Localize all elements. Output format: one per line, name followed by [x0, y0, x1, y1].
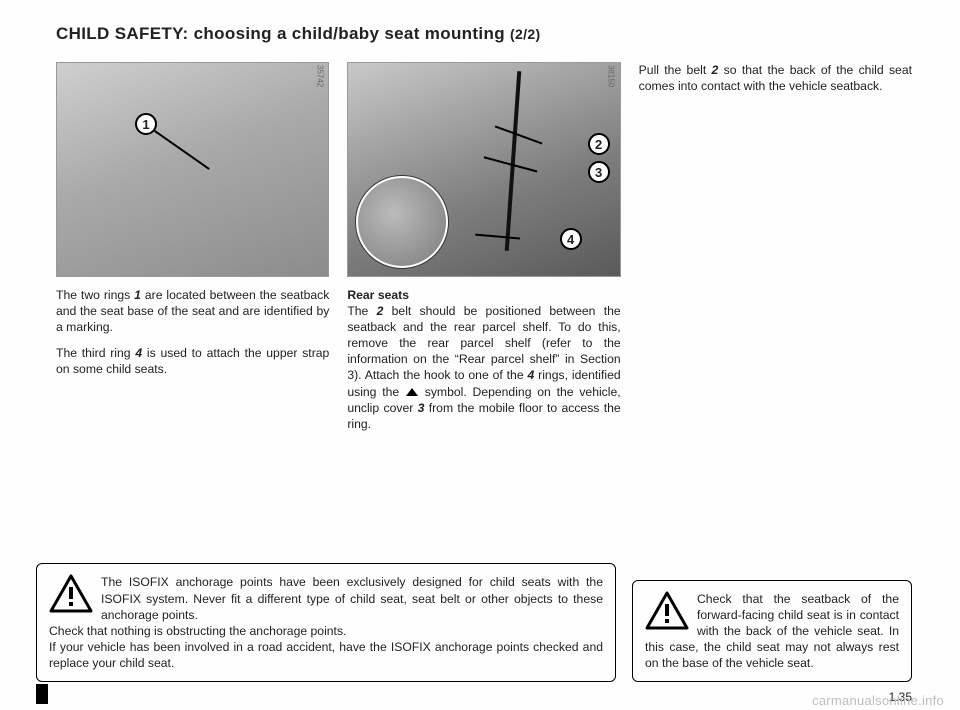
figure-1-code: 35742 — [315, 65, 324, 87]
col3-para: Pull the belt 2 so that the back of the … — [639, 62, 912, 94]
col1-para1: The two rings 1 are located between the … — [56, 287, 329, 335]
column-2: 38150 2 3 4 Rear seats The 2 belt should… — [347, 62, 620, 442]
warning-box-isofix: The ISOFIX anchorage points have been ex… — [36, 563, 616, 682]
figure-2-code: 38150 — [607, 65, 616, 87]
anchor-icon — [405, 387, 419, 397]
leader-line — [494, 126, 541, 145]
callout-3: 3 — [588, 161, 610, 183]
callout-2: 2 — [588, 133, 610, 155]
column-1: 35742 1 The two rings 1 are located betw… — [56, 62, 329, 442]
col2-para: Rear seats The 2 belt should be position… — [347, 287, 620, 432]
leader-line — [152, 128, 210, 169]
inset-detail — [356, 176, 448, 268]
figure-2: 38150 2 3 4 — [347, 62, 620, 277]
callout-1: 1 — [135, 113, 157, 135]
strap-graphic — [505, 71, 522, 251]
side-tab — [36, 684, 48, 704]
figure-1: 35742 1 — [56, 62, 329, 277]
watermark: carmanualsonline.info — [812, 693, 944, 708]
col2-heading: Rear seats — [347, 288, 409, 302]
leader-line — [475, 234, 520, 239]
warning-box-seatback: Check that the seatback of the forward-f… — [632, 580, 912, 682]
warning-icon — [49, 574, 93, 614]
warning-icon — [645, 591, 689, 631]
content-columns: 35742 1 The two rings 1 are located betw… — [56, 62, 912, 442]
title-main: CHILD SAFETY: choosing a child/baby seat… — [56, 24, 510, 43]
warning-left-text: The ISOFIX anchorage points have been ex… — [49, 575, 603, 669]
column-3: Pull the belt 2 so that the back of the … — [639, 62, 912, 442]
col1-para2: The third ring 4 is used to attach the u… — [56, 345, 329, 377]
title-sub: (2/2) — [510, 26, 541, 42]
page-title: CHILD SAFETY: choosing a child/baby seat… — [56, 24, 912, 44]
callout-4: 4 — [560, 228, 582, 250]
